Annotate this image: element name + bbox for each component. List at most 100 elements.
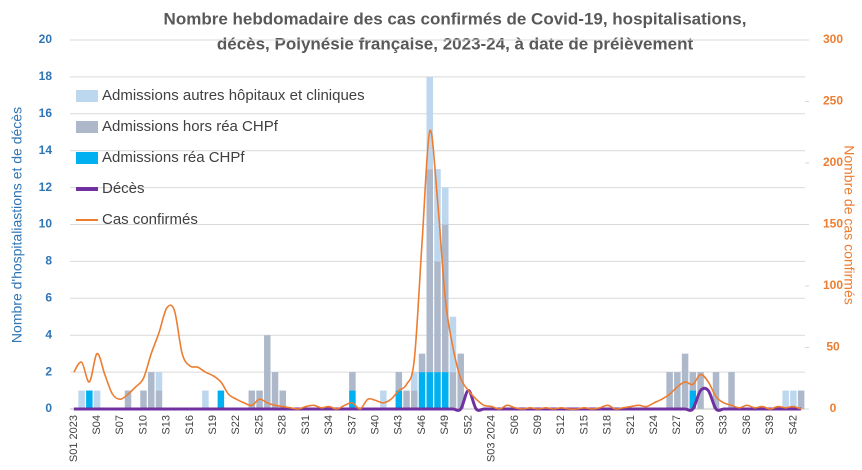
y-tick-label: 14 [39,143,53,157]
bar [411,390,418,409]
bar [674,372,681,409]
x-tick-label: S22 [230,415,242,435]
x-tick-label: S36 [741,415,753,435]
x-tick-label: S03 2024 [486,415,498,462]
y-axis-label: Nombre d'hospitaliastions et de décès [9,107,25,343]
bar [418,353,426,373]
bar [248,390,256,409]
x-tick-label: S06 [509,415,521,435]
bar [434,169,441,262]
x-tick-label: S25 [253,415,265,435]
bar [797,390,805,409]
bar [395,390,403,409]
bar [86,390,93,409]
x-tick-label: S13 [161,415,173,435]
bar [441,372,449,409]
bar [217,390,225,409]
y-tick-label: 12 [39,180,53,194]
bar [666,372,673,409]
bar [155,390,163,409]
bar [712,372,720,409]
legend-label: Cas confirmés [102,211,198,228]
bar [140,390,147,409]
y-tick-label: 0 [45,401,52,415]
y2-tick-label: 200 [823,155,843,169]
x-tick-label: S19 [207,415,219,435]
chart-title: Nombre hebdomadaire des cas confirmés de… [164,9,747,28]
bar [418,372,426,409]
legend-label: Admissions hors réa CHPf [102,118,279,135]
y2-axis-label: Nombre de cas confirmés [841,145,857,305]
x-tick-label: S39 [764,415,776,435]
x-tick-label: S52 [462,415,474,435]
legend-label: Admissions réa CHPf [102,149,245,166]
x-tick-label: S12 [555,415,567,435]
bar [147,372,155,409]
y2-tick-label: 250 [823,94,843,108]
x-tick-label: S46 [416,415,428,435]
bar [380,390,387,409]
bar [790,390,797,409]
bar [124,390,132,409]
bar [155,372,163,391]
bar [271,372,279,409]
y2-tick-label: 300 [823,32,843,46]
bar [782,390,789,409]
x-tick-label: S34 [323,415,335,435]
x-tick-label: S15 [578,415,590,435]
x-tick-label: S37 [346,415,358,435]
x-tick-label: S24 [648,415,660,435]
x-tick-label: S40 [370,415,382,435]
y-tick-label: 2 [45,364,52,378]
bar [426,372,434,409]
y-tick-label: 10 [39,217,53,231]
bar [426,169,434,373]
x-tick-label: S31 [300,415,312,435]
line [73,386,802,412]
y2-tick-label: 150 [823,217,843,231]
bar [78,390,85,409]
legend-label: Décès [102,180,145,197]
bar [411,372,418,391]
x-tick-label: S33 [718,415,730,435]
x-tick-label: S04 [91,415,103,435]
y2-tick-label: 50 [826,340,840,354]
y2-tick-label: 100 [823,278,843,292]
x-tick-label: S43 [393,415,405,435]
legend-swatch [76,152,98,164]
bar [403,390,410,409]
x-tick-label: S09 [532,415,544,435]
bar [202,390,209,409]
y-tick-label: 20 [39,32,53,46]
x-tick-label: S07 [114,415,126,435]
bar [689,372,697,391]
bar [457,353,464,409]
x-tick-label: S30 [694,415,706,435]
x-tick-label: S16 [184,415,196,435]
bar [395,372,403,391]
bar [264,335,271,409]
bar [279,390,287,409]
y2-tick-label: 0 [830,401,837,415]
y-tick-label: 16 [39,106,53,120]
x-tick-label: S49 [439,415,451,435]
x-tick-label: S28 [277,415,289,435]
line [73,129,802,410]
bar [434,261,441,373]
bar [349,372,356,391]
bar [728,372,735,409]
bar [93,390,101,409]
bar [441,187,449,225]
bar [426,76,434,170]
bar [689,390,697,409]
x-tick-label: S27 [671,415,683,435]
x-tick-label: S21 [625,415,637,435]
x-tick-label: S10 [137,415,149,435]
bar [349,390,356,409]
y-tick-label: 4 [45,327,52,341]
chart-title: décès, Polynésie française, 2023-24, à d… [217,34,694,53]
x-tick-label: S42 [787,415,799,435]
y-tick-label: 8 [45,254,52,268]
x-tick-label: S18 [602,415,614,435]
